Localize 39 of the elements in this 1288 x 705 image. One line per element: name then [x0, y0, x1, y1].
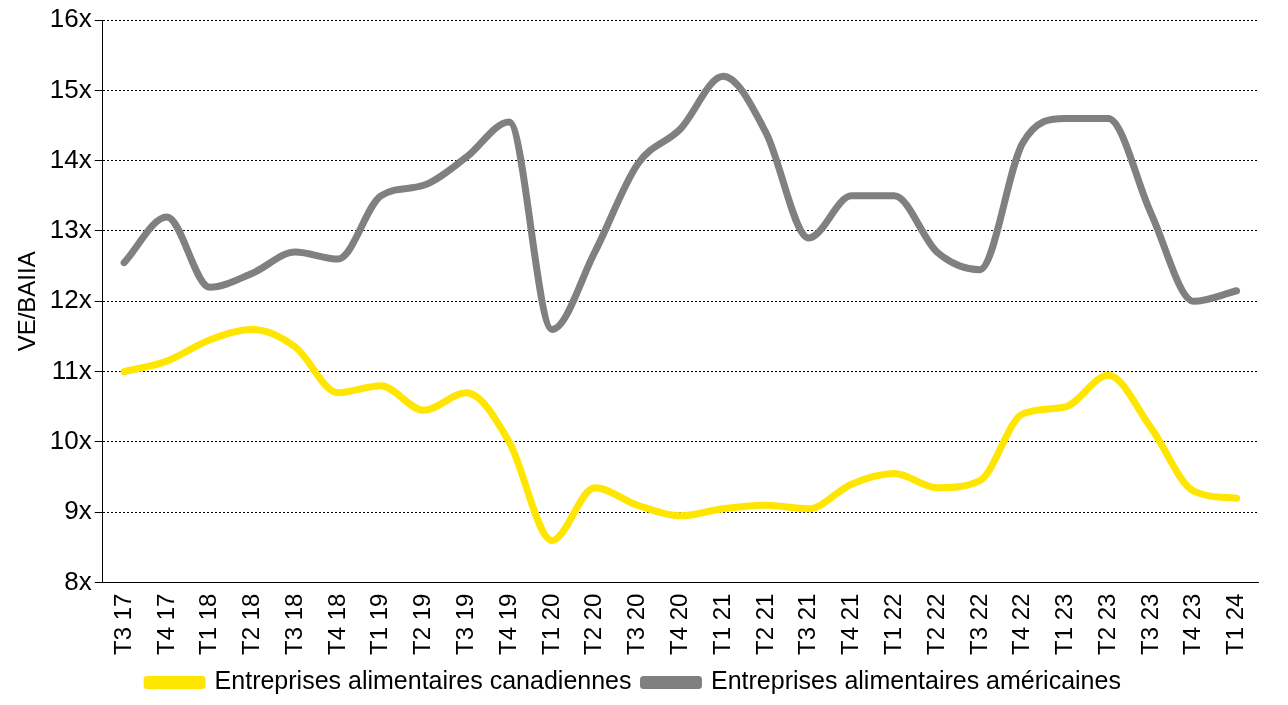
x-tick-label: T3 20: [622, 593, 650, 655]
x-tick-label: T2 22: [921, 593, 949, 655]
x-tick-label: T3 22: [964, 593, 992, 655]
x-tick-label: T2 21: [750, 593, 778, 655]
x-tick-label: T4 19: [493, 593, 521, 655]
x-tick-label: T4 22: [1007, 593, 1035, 655]
x-tick-label: T2 18: [237, 593, 265, 655]
x-tick-label: T2 23: [1092, 593, 1120, 655]
x-tick-label: T4 17: [151, 593, 179, 655]
legend-label: Entreprises alimentaires américaines: [711, 666, 1121, 695]
x-tick-label: T4 23: [1178, 593, 1206, 655]
x-tick-label: T4 18: [322, 593, 350, 655]
y-tick-label: 11x: [51, 354, 92, 385]
x-tick-label: T1 20: [536, 593, 564, 655]
x-tick-label: T1 22: [878, 593, 906, 655]
x-tick-label: T3 17: [108, 593, 136, 655]
legend-label: Entreprises alimentaires canadiennes: [214, 666, 632, 695]
x-tick-label: T1 18: [194, 593, 222, 655]
y-tick-label: 12x: [49, 284, 92, 315]
x-tick-label: T3 23: [1135, 593, 1163, 655]
y-tick-label: 10x: [49, 425, 92, 456]
y-tick-label: 13x: [49, 214, 92, 245]
x-tick-label: T3 21: [793, 593, 821, 655]
x-tick-label: T1 19: [365, 593, 393, 655]
y-tick-label: 15x: [49, 73, 92, 104]
x-tick-label: T1 23: [1050, 593, 1078, 655]
y-axis-title: VE/BAIIA: [13, 251, 41, 352]
x-tick-label: T4 21: [836, 593, 864, 655]
x-tick-label: T1 24: [1221, 593, 1249, 655]
y-tick-label: 14x: [49, 143, 92, 174]
y-tick-label: 16x: [49, 3, 92, 34]
x-tick-label: T1 21: [707, 593, 735, 655]
x-tick-label: T3 19: [451, 593, 479, 655]
y-tick-label: 9x: [64, 495, 92, 526]
x-tick-label: T3 18: [279, 593, 307, 655]
x-tick-label: T2 19: [408, 593, 436, 655]
y-tick-label: 8x: [64, 565, 92, 596]
x-tick-label: T4 20: [664, 593, 692, 655]
x-tick-label: T2 20: [579, 593, 607, 655]
